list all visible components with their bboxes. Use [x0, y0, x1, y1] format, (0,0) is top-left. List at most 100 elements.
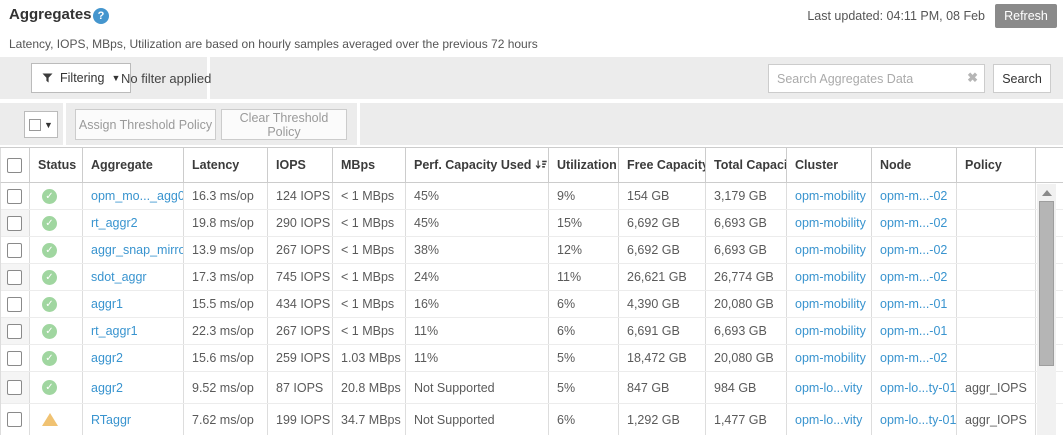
- cluster-link[interactable]: opm-mobility: [795, 351, 866, 365]
- aggregate-link[interactable]: sdot_aggr: [91, 270, 147, 284]
- mbps-cell: < 1 MBps: [333, 237, 406, 263]
- search-box: ✖: [768, 64, 985, 93]
- perf-cell: 11%: [406, 318, 549, 344]
- aggregates-table: Status Aggregate Latency IOPS MBps Perf. Capa…: [0, 147, 1063, 435]
- node-link[interactable]: opm-lo...ty-01: [880, 380, 957, 395]
- column-header-status[interactable]: Status: [30, 148, 83, 182]
- node-link[interactable]: opm-m...-02: [880, 351, 948, 365]
- latency-cell: 13.9 ms/op: [184, 237, 268, 263]
- aggregate-link[interactable]: opm_mo..._agg0: [91, 189, 184, 203]
- node-cell: opm-m...-01: [872, 318, 957, 344]
- node-link[interactable]: opm-m...-02: [880, 189, 948, 203]
- row-checkbox[interactable]: [7, 296, 22, 312]
- title-bar: Aggregates ? Last updated: 04:11 PM, 08 …: [0, 0, 1063, 32]
- table-row: ✓ rt_aggr1 22.3 ms/op 267 IOPS < 1 MBps 11% 6%…: [1, 318, 1063, 345]
- column-header-latency[interactable]: Latency: [184, 148, 268, 182]
- page-title: Aggregates: [9, 6, 92, 23]
- scrollbar-thumb[interactable]: [1039, 201, 1054, 366]
- row-checkbox[interactable]: [7, 350, 22, 366]
- search-input[interactable]: [769, 65, 961, 92]
- aggregate-link[interactable]: RTaggr: [91, 412, 132, 427]
- clear-search-icon[interactable]: ✖: [967, 70, 978, 85]
- latency-cell: 9.52 ms/op: [184, 372, 268, 403]
- cluster-link[interactable]: opm-mobility: [795, 243, 866, 257]
- cluster-link[interactable]: opm-mobility: [795, 216, 866, 230]
- util-cell: 12%: [549, 237, 619, 263]
- row-checkbox[interactable]: [7, 215, 22, 231]
- column-header-iops[interactable]: IOPS: [268, 148, 333, 182]
- aggregate-link[interactable]: aggr_snap_mirror: [91, 243, 184, 257]
- row-checkbox[interactable]: [7, 412, 22, 427]
- column-header-label: Perf. Capacity Used: [414, 158, 532, 172]
- row-checkbox[interactable]: [7, 269, 22, 285]
- aggregate-cell: opm_mo..._agg0: [83, 183, 184, 209]
- column-header-label: Utilization: [557, 158, 617, 172]
- scroll-up-arrow-icon[interactable]: [1042, 190, 1052, 196]
- free-cell: 154 GB: [619, 183, 706, 209]
- status-cell: ✓: [30, 264, 83, 290]
- node-link[interactable]: opm-lo...ty-01: [880, 412, 957, 427]
- filter-bar: Filtering ▼ No filter applied ✖ Search: [0, 57, 1063, 99]
- header-checkbox[interactable]: [7, 157, 22, 173]
- aggregate-link[interactable]: rt_aggr1: [91, 324, 138, 338]
- aggregate-cell: aggr2: [83, 345, 184, 371]
- vertical-scrollbar[interactable]: [1037, 184, 1056, 435]
- filtering-button[interactable]: Filtering ▼: [31, 63, 132, 93]
- cluster-link[interactable]: opm-mobility: [795, 270, 866, 284]
- column-header-node[interactable]: Node: [872, 148, 957, 182]
- column-header-mbps[interactable]: MBps: [333, 148, 406, 182]
- node-link[interactable]: opm-m...-02: [880, 243, 948, 257]
- aggregate-link[interactable]: aggr2: [91, 351, 123, 365]
- aggregate-link[interactable]: rt_aggr2: [91, 216, 138, 230]
- mbps-cell: 1.03 MBps: [333, 345, 406, 371]
- cluster-link[interactable]: opm-lo...vity: [795, 412, 863, 427]
- row-checkbox-cell: [1, 345, 30, 371]
- cluster-cell: opm-mobility: [787, 264, 872, 290]
- help-icon[interactable]: ?: [93, 8, 109, 24]
- row-checkbox[interactable]: [7, 242, 22, 258]
- aggregate-cell: RTaggr: [83, 404, 184, 435]
- cluster-link[interactable]: opm-mobility: [795, 297, 866, 311]
- aggregate-link[interactable]: aggr1: [91, 297, 123, 311]
- column-header-util[interactable]: Utilization: [549, 148, 619, 182]
- node-link[interactable]: opm-m...-01: [880, 297, 948, 311]
- latency-cell: 7.62 ms/op: [184, 404, 268, 435]
- column-header-perf[interactable]: Perf. Capacity Used: [406, 148, 549, 182]
- column-header-policy[interactable]: Policy: [957, 148, 1036, 182]
- util-cell: 5%: [549, 345, 619, 371]
- column-header-total[interactable]: Total Capacity: [706, 148, 787, 182]
- row-checkbox[interactable]: [7, 323, 22, 339]
- status-ok-icon: ✓: [42, 188, 57, 204]
- row-checkbox[interactable]: [7, 380, 22, 395]
- column-header-cluster[interactable]: Cluster: [787, 148, 872, 182]
- row-checkbox-cell: [1, 318, 30, 344]
- refresh-button[interactable]: Refresh: [995, 4, 1057, 28]
- cluster-link[interactable]: opm-lo...vity: [795, 380, 863, 395]
- header-checkbox-cell: [1, 148, 30, 182]
- util-cell: 6%: [549, 404, 619, 435]
- node-link[interactable]: opm-m...-02: [880, 216, 948, 230]
- select-all-checkbox[interactable]: [29, 118, 42, 131]
- assign-threshold-policy-button[interactable]: Assign Threshold Policy: [75, 109, 216, 140]
- total-cell: 6,693 GB: [706, 210, 787, 236]
- select-all-dropdown[interactable]: ▼: [24, 111, 58, 138]
- cluster-link[interactable]: opm-mobility: [795, 324, 866, 338]
- divider: [207, 57, 210, 99]
- filtering-button-label: Filtering: [60, 71, 105, 85]
- table-body: ✓ opm_mo..._agg0 16.3 ms/op 124 IOPS < 1 MBp…: [0, 183, 1063, 435]
- policy-cell: [957, 318, 1036, 344]
- node-link[interactable]: opm-m...-02: [880, 270, 948, 284]
- row-checkbox[interactable]: [7, 188, 22, 204]
- column-header-aggregate[interactable]: Aggregate: [83, 148, 184, 182]
- column-header-label: Node: [880, 158, 912, 172]
- clear-threshold-policy-button[interactable]: Clear Threshold Policy: [221, 109, 347, 140]
- status-warning-icon: [42, 413, 58, 426]
- policy-cell: [957, 210, 1036, 236]
- sort-descending-icon: [536, 160, 548, 169]
- column-header-free[interactable]: Free Capacity: [619, 148, 706, 182]
- node-link[interactable]: opm-m...-01: [880, 324, 948, 338]
- search-button[interactable]: Search: [993, 64, 1051, 93]
- aggregate-link[interactable]: aggr2: [91, 380, 123, 395]
- status-ok-icon: ✓: [42, 215, 57, 231]
- cluster-link[interactable]: opm-mobility: [795, 189, 866, 203]
